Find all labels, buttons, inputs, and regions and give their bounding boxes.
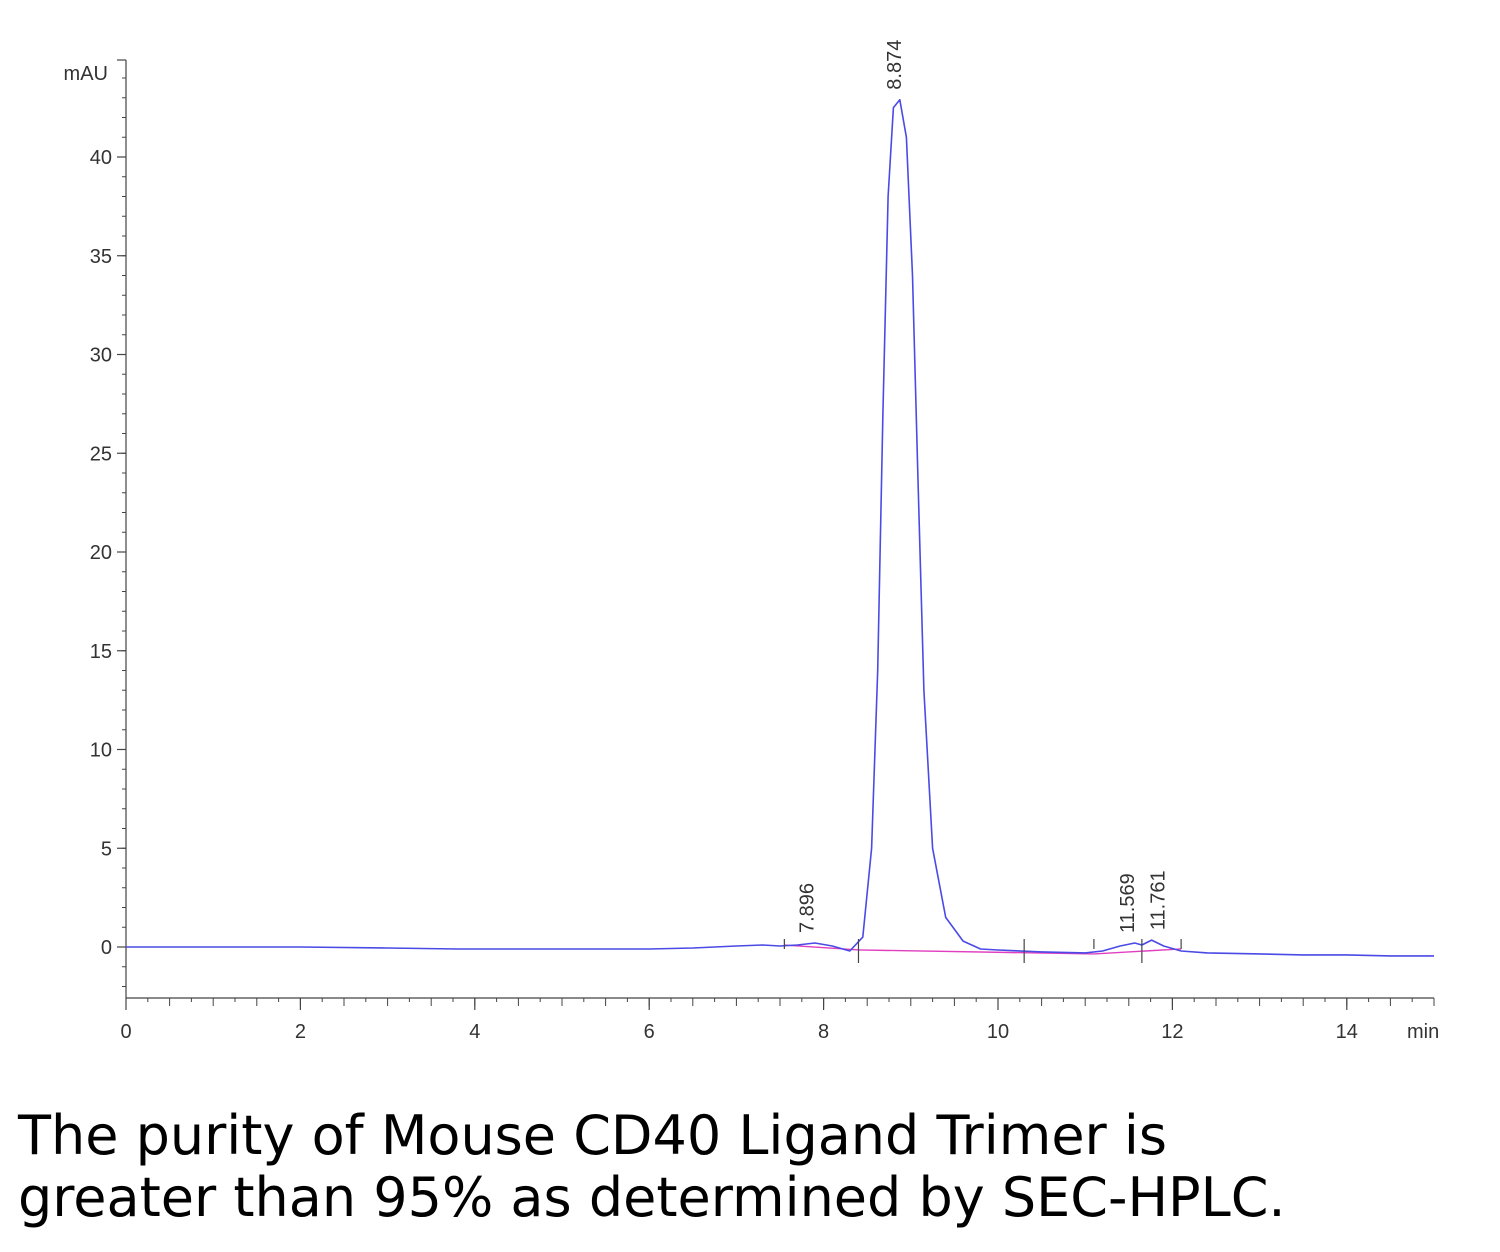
x-tick-label: 6	[644, 1021, 655, 1043]
y-tick-label: 35	[90, 246, 112, 268]
caption-line-2: greater than 95% as determined by SEC-HP…	[18, 1166, 1286, 1229]
y-axis: 0 5 10 15 20 25 30 35 40	[90, 59, 127, 998]
signal-trace	[126, 98, 1434, 957]
series-group	[126, 98, 1434, 957]
y-tick-label: 40	[90, 147, 112, 169]
y-tick-label: 20	[90, 542, 112, 564]
figure-caption: The purity of Mouse CD40 Ligand Trimer i…	[18, 1105, 1478, 1229]
integration-marks	[783, 939, 1182, 963]
chromatogram-chart: 0 5 10 15 20 25 30 35 40 0 2 4 6 8 10 12 14 7.896 8.874 1…	[64, 40, 1440, 1043]
peak-label: 8.874	[884, 40, 906, 90]
peak-labels: 7.896 8.874 11.569 11.761	[797, 40, 1170, 933]
x-unit-label: min	[1407, 1021, 1439, 1043]
peak-label: 11.569	[1117, 873, 1139, 933]
x-tick-label: 12	[1161, 1021, 1183, 1043]
y-tick-label: 25	[90, 443, 112, 465]
y-tick-label: 0	[101, 937, 112, 959]
x-tick-label: 2	[295, 1021, 306, 1043]
integration-baseline	[858, 949, 1094, 955]
chromatogram-svg: 0 5 10 15 20 25 30 35 40 0 2 4 6 8 10 12 14 7.896 8.874 1…	[64, 40, 1440, 1043]
x-tick-label: 14	[1336, 1021, 1358, 1043]
y-tick-label: 10	[90, 740, 112, 762]
y-unit-label: mAU	[64, 63, 108, 85]
x-tick-label: 10	[987, 1021, 1009, 1043]
y-tick-label: 15	[90, 641, 112, 663]
peak-label: 11.761	[1148, 870, 1170, 930]
x-tick-label: 0	[120, 1021, 131, 1043]
peak-label: 7.896	[797, 883, 819, 933]
x-tick-label: 8	[818, 1021, 829, 1043]
integration-baseline	[1093, 948, 1182, 955]
x-axis: 0 2 4 6 8 10 12 14	[120, 997, 1435, 1043]
caption-line-1: The purity of Mouse CD40 Ligand Trimer i…	[18, 1104, 1168, 1167]
y-tick-label: 30	[90, 345, 112, 367]
y-tick-label: 5	[101, 838, 112, 860]
x-tick-label: 4	[469, 1021, 480, 1043]
